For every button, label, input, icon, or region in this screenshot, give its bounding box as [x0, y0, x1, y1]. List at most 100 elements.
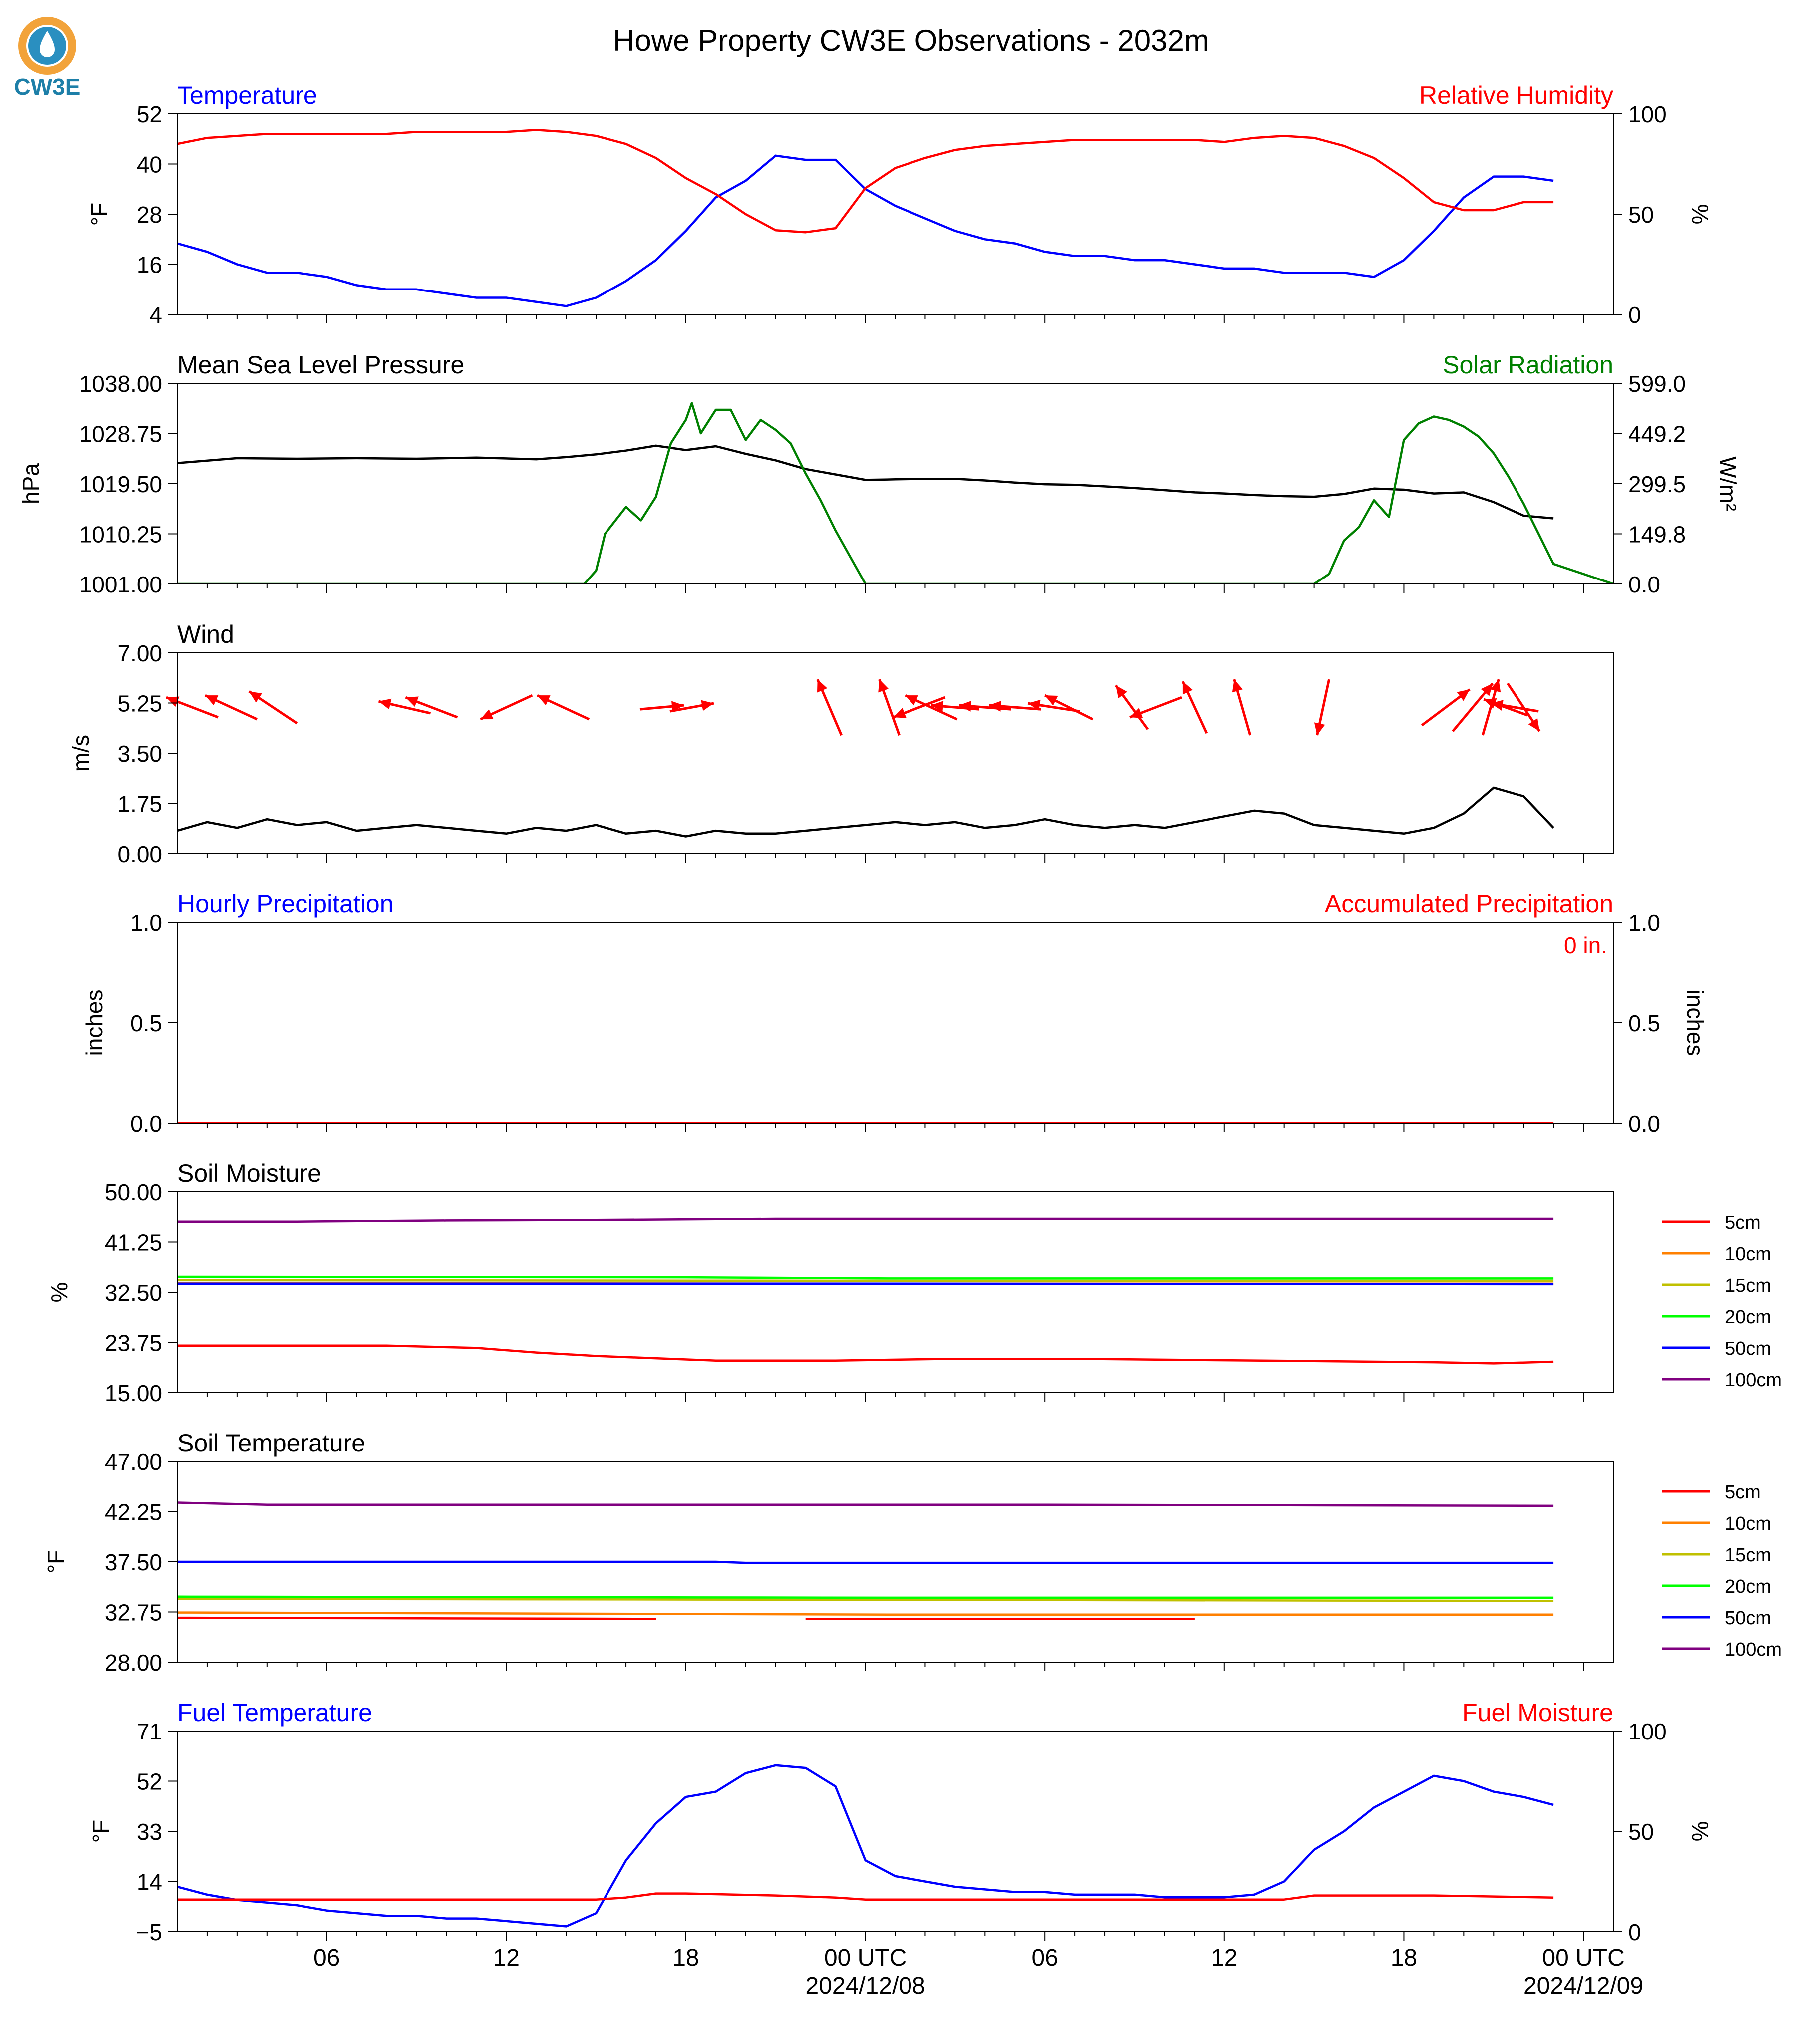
wind-arrow-head	[701, 700, 714, 711]
legend-label: 100cm	[1725, 1370, 1782, 1391]
y-tick-label: 0.5	[130, 1010, 162, 1036]
x-tick-label: 00 UTC	[824, 1945, 907, 1971]
wind-arrow	[405, 696, 458, 719]
wind-arrow-head	[1481, 683, 1493, 696]
wind-arrow-head	[671, 701, 684, 712]
series-group	[177, 130, 1613, 306]
wind-arrow	[878, 679, 901, 736]
y-right-tick-label: 100	[1628, 1719, 1667, 1744]
y-right-tick-label: 50	[1628, 202, 1654, 228]
series-group	[177, 788, 1613, 837]
plot-frame	[177, 652, 1614, 854]
wind-arrow-head	[1129, 708, 1143, 718]
accumulated-total-label: 0 in.	[1564, 932, 1607, 958]
y-tick-label: 1028.75	[79, 421, 162, 447]
panel-title-left: Hourly Precipitation	[177, 890, 394, 918]
logo-text: CW3E	[14, 74, 81, 100]
panel-title-left: Fuel Temperature	[177, 1699, 372, 1727]
y-tick-label: 7.00	[117, 640, 162, 666]
wind-arrow	[669, 700, 714, 713]
y-tick-label: 1038.00	[79, 371, 162, 397]
plot-frame	[177, 113, 1614, 315]
series-line-0	[177, 156, 1613, 306]
wind-arrow-head	[1490, 679, 1501, 693]
series-line-20cm	[177, 1597, 1613, 1598]
y-right-tick-label: 599.0	[1628, 371, 1686, 397]
logo-drop-icon	[40, 31, 55, 57]
y-right-tick-label: 100	[1628, 101, 1667, 127]
y-right-axis-label: W/m²	[1715, 456, 1741, 511]
wind-arrow	[989, 700, 1041, 712]
y-tick-label: 1010.25	[79, 522, 162, 548]
y-axis-label: hPa	[18, 463, 44, 504]
y-right-axis-label: %	[1687, 1821, 1713, 1842]
x-tick-label: 06	[1031, 1945, 1058, 1971]
wind-arrow-head	[931, 701, 944, 712]
wind-arrow	[204, 694, 258, 721]
y-right-tick-label: 0	[1628, 302, 1641, 328]
wind-arrow	[166, 696, 219, 719]
y-right-tick-label: 0.0	[1628, 572, 1660, 597]
cw3e-logo: CW3E	[14, 17, 81, 100]
wind-arrow-head	[1045, 695, 1058, 706]
y-axis-label: m/s	[68, 735, 94, 772]
y-tick-label: 1019.50	[79, 471, 162, 497]
wind-arrow	[378, 698, 431, 715]
wind-arrow	[1490, 700, 1539, 713]
y-tick-label: 41.25	[105, 1230, 162, 1256]
y-tick-label: 23.75	[105, 1330, 162, 1356]
y-tick-label: 0.00	[117, 841, 162, 867]
series-line-1	[177, 130, 1613, 232]
series-line-15cm	[177, 1599, 1613, 1601]
x-tick-label: 18	[1391, 1945, 1417, 1971]
series-line-1	[177, 1894, 1613, 1900]
y-tick-label: 47.00	[105, 1449, 162, 1475]
series-line-0	[177, 1765, 1613, 1927]
y-tick-label: 1.75	[117, 791, 162, 817]
y-tick-label: 28	[137, 202, 162, 228]
y-tick-label: 15.00	[105, 1380, 162, 1406]
series-group	[177, 1219, 1613, 1363]
y-tick-label: 1001.00	[79, 572, 162, 597]
wind-arrow	[537, 694, 590, 721]
panel-title-left: Soil Moisture	[177, 1159, 321, 1187]
wind-arrow-head	[878, 679, 889, 693]
panel-6: −5 14 33 52 71 0 50 100 °F % Fuel Temperature Fuel …	[88, 1699, 1713, 1945]
wind-arrow-head	[405, 696, 419, 707]
y-tick-label: −5	[136, 1919, 162, 1945]
legend-label: 10cm	[1725, 1244, 1771, 1265]
panel-0: 4 16 28 40 52 0 50 100 °F % Temperature Relative Hu…	[86, 81, 1713, 328]
y-tick-label: 28.00	[105, 1650, 162, 1676]
y-tick-label: 71	[137, 1719, 162, 1744]
y-right-axis-label: inches	[1682, 990, 1708, 1056]
y-right-tick-label: 1.0	[1628, 910, 1660, 936]
panel-2: 0.00 1.75 3.50 5.25 7.00 m/s Wind	[68, 620, 1614, 867]
panel-4: 15.00 23.75 32.50 41.25 50.00% Soil Moisture 5…	[46, 1159, 1782, 1406]
wind-arrow-head	[205, 695, 219, 706]
y-tick-label: 52	[137, 101, 162, 127]
wind-arrow-head	[1484, 698, 1497, 709]
series-line-0	[177, 788, 1613, 837]
series-group	[177, 402, 1613, 584]
x-tick-label: 00 UTC	[1542, 1945, 1624, 1971]
y-axis-label: °F	[88, 1820, 114, 1843]
wind-arrow-head	[1232, 679, 1243, 693]
x-tick-label: 12	[493, 1945, 520, 1971]
wind-arrow	[1129, 696, 1182, 719]
wind-arrow	[959, 700, 1011, 712]
y-tick-label: 42.25	[105, 1499, 162, 1525]
wind-arrow	[905, 694, 958, 721]
plot-frame	[177, 922, 1614, 1124]
y-tick-label: 37.50	[105, 1549, 162, 1575]
plot-frame	[177, 383, 1614, 584]
panel-title-left: Mean Sea Level Pressure	[177, 351, 464, 379]
series-line-5cm	[177, 1616, 1195, 1620]
y-right-tick-label: 149.8	[1628, 522, 1686, 548]
wind-arrow	[1481, 679, 1501, 736]
figure-title: Howe Property CW3E Observations - 2032m	[613, 24, 1209, 57]
wind-arrow	[480, 694, 533, 721]
y-tick-label: 52	[137, 1769, 162, 1795]
wind-arrow	[1507, 682, 1541, 732]
y-tick-label: 4	[149, 302, 162, 328]
series-line-20cm	[177, 1277, 1613, 1278]
